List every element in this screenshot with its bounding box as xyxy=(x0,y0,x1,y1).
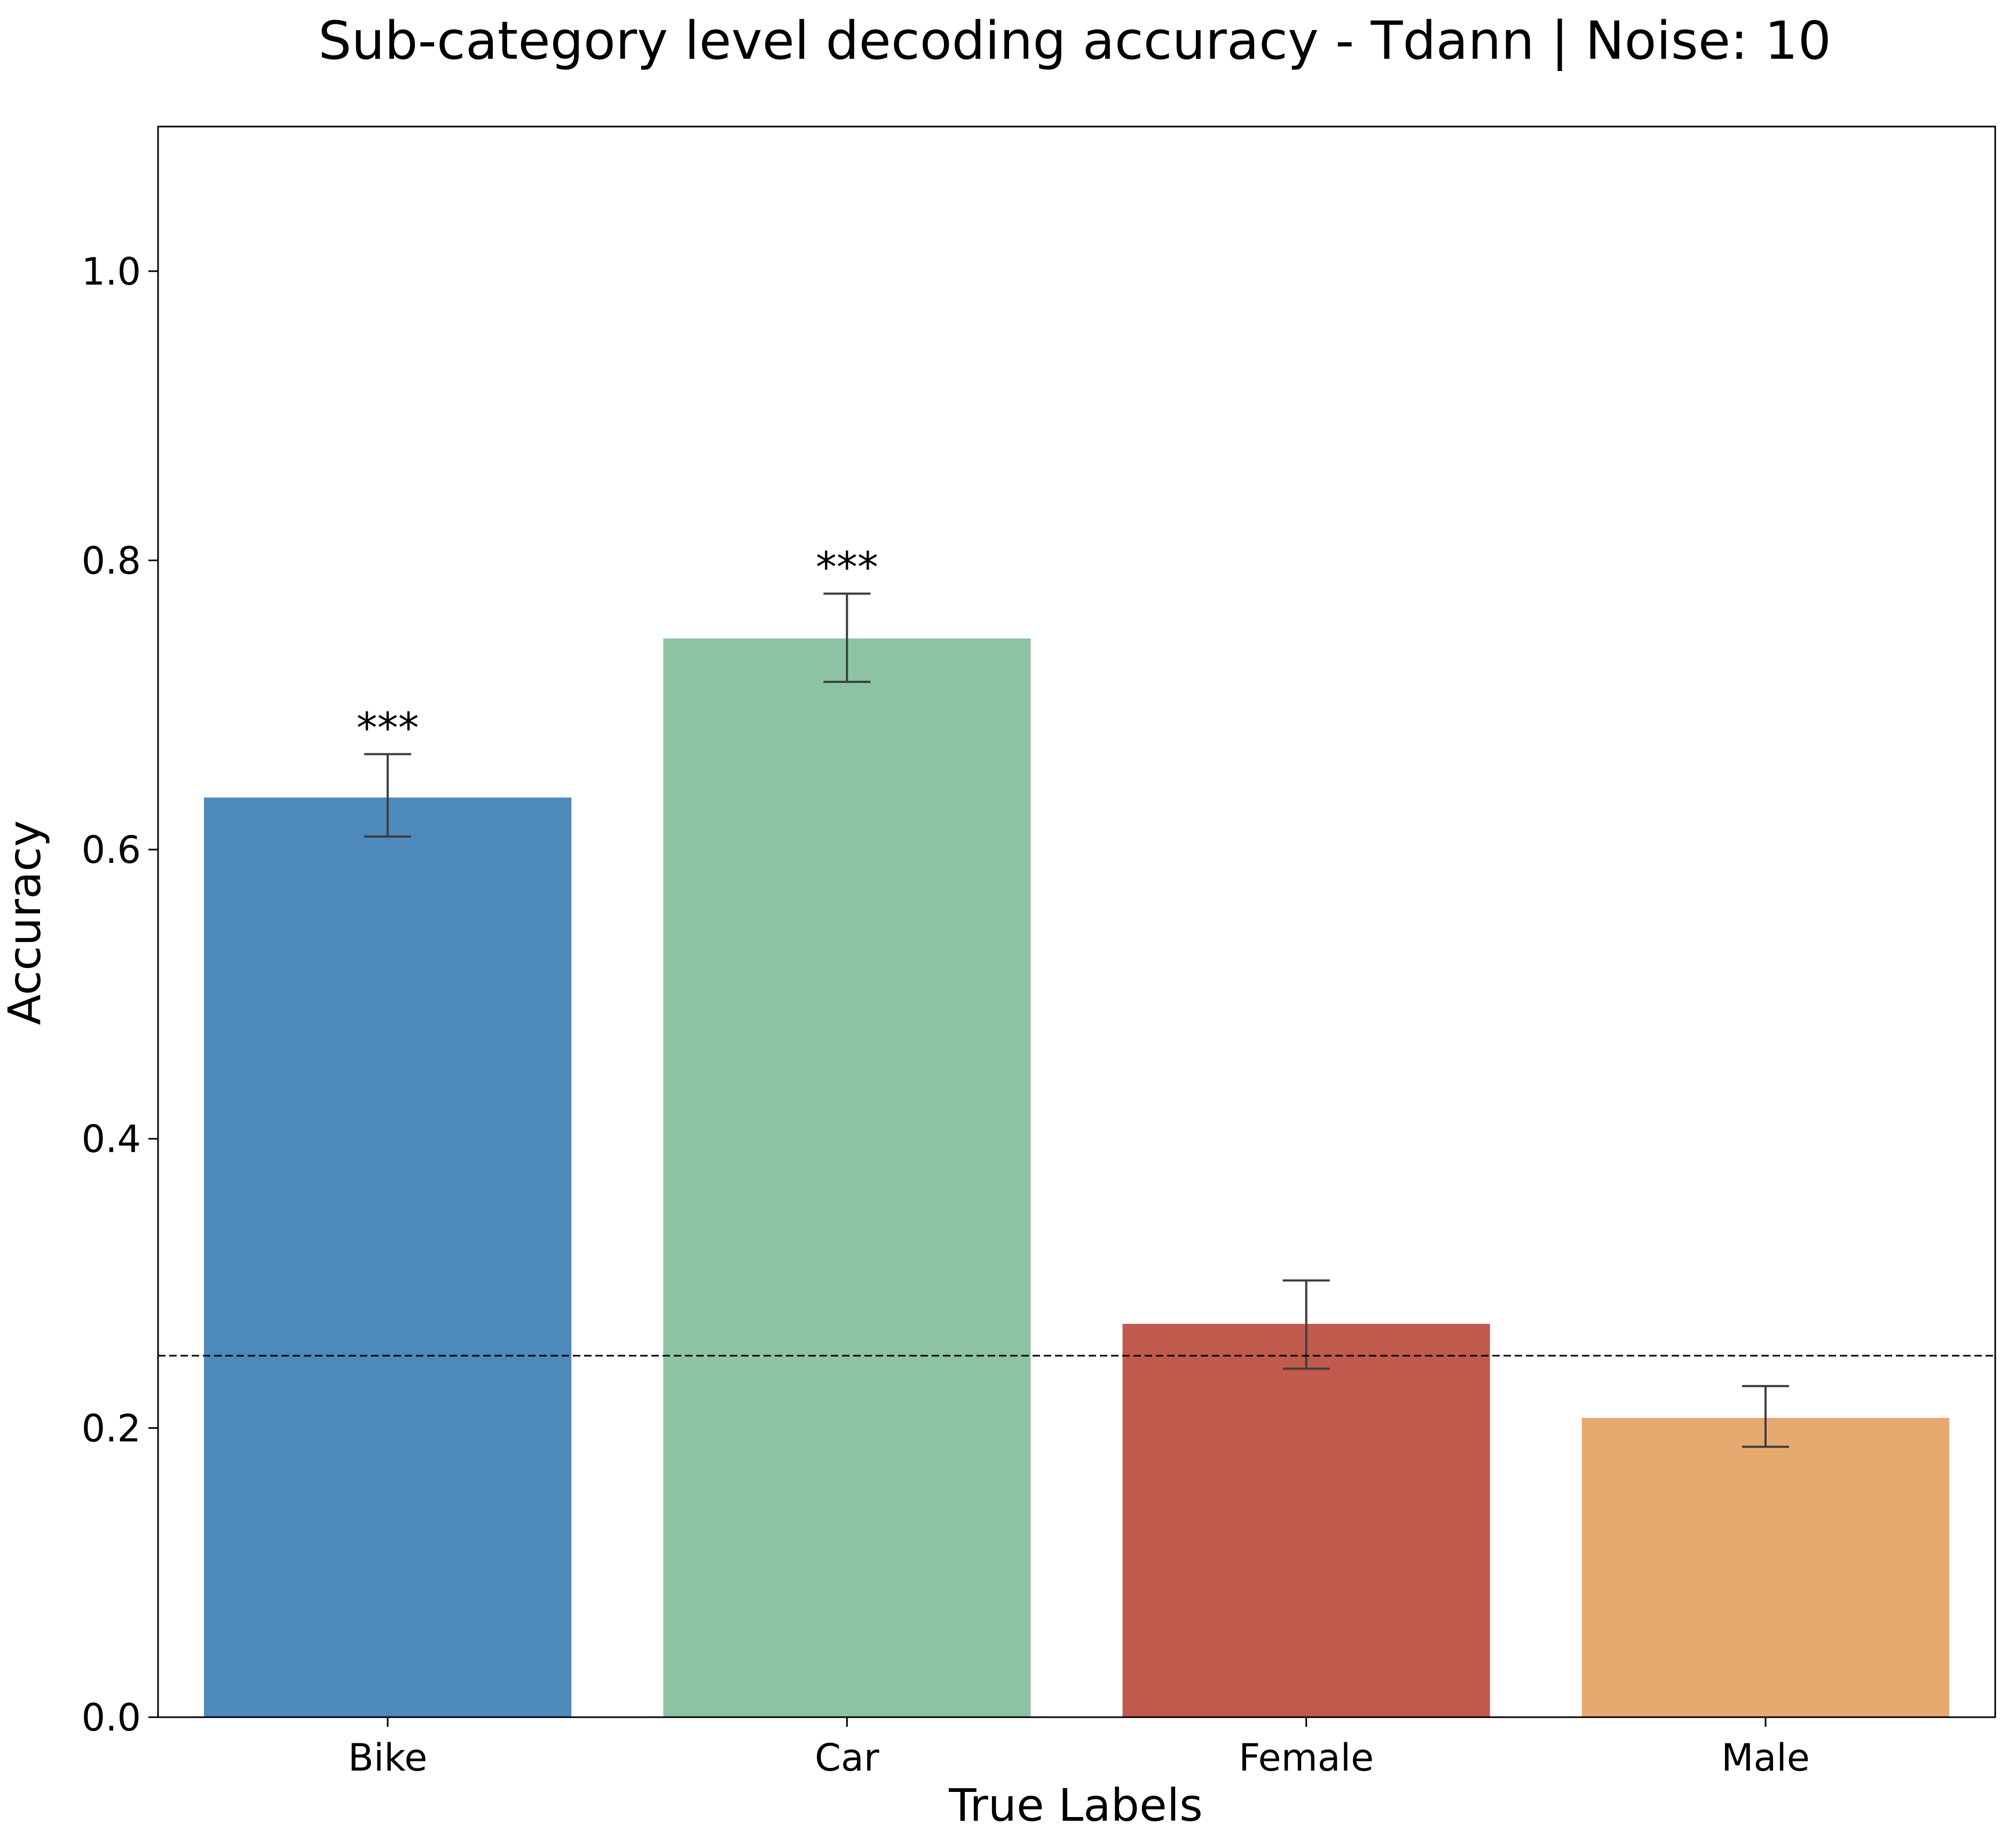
significance-label-car: *** xyxy=(816,544,878,592)
x-tick-label-male: Male xyxy=(1721,1736,1810,1780)
bar-male xyxy=(1581,1418,1949,1717)
y-tick-label: 0.0 xyxy=(82,1696,141,1740)
chart-title: Sub-category level decoding accuracy - T… xyxy=(318,11,1831,72)
bar-car xyxy=(663,638,1031,1717)
y-tick-label: 0.4 xyxy=(82,1118,141,1161)
x-tick-label-female: Female xyxy=(1239,1736,1374,1780)
plot-area: *** Bike *** Car Female Male 0.0 0.2 0.4 0.6 0.8 1.… xyxy=(82,125,1996,1780)
x-tick-label-bike: Bike xyxy=(348,1736,428,1780)
y-tick-label: 0.2 xyxy=(82,1406,141,1450)
y-tick-label: 0.6 xyxy=(82,828,141,872)
bar-female xyxy=(1122,1324,1490,1717)
x-tick-label-car: Car xyxy=(815,1736,879,1780)
x-axis-label: True Labels xyxy=(948,1779,1203,1831)
y-axis-label: Accuracy xyxy=(0,820,51,1025)
significance-label-bike: *** xyxy=(357,704,419,752)
y-tick-label: 1.0 xyxy=(82,250,141,294)
y-tick-label: 0.8 xyxy=(82,539,141,583)
bar-bike xyxy=(204,797,572,1717)
plot-frame xyxy=(157,125,1996,1718)
